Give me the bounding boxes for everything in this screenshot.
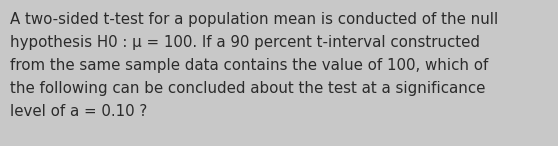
Text: level of a = 0.10 ?: level of a = 0.10 ? xyxy=(10,104,147,119)
Text: A two-sided t-test for a population mean is conducted of the null: A two-sided t-test for a population mean… xyxy=(10,12,498,27)
Text: the following can be concluded about the test at a significance: the following can be concluded about the… xyxy=(10,81,485,96)
Text: hypothesis H0 : μ = 100. If a 90 percent t-interval constructed: hypothesis H0 : μ = 100. If a 90 percent… xyxy=(10,35,480,50)
Text: from the same sample data contains the value of 100, which of: from the same sample data contains the v… xyxy=(10,58,488,73)
